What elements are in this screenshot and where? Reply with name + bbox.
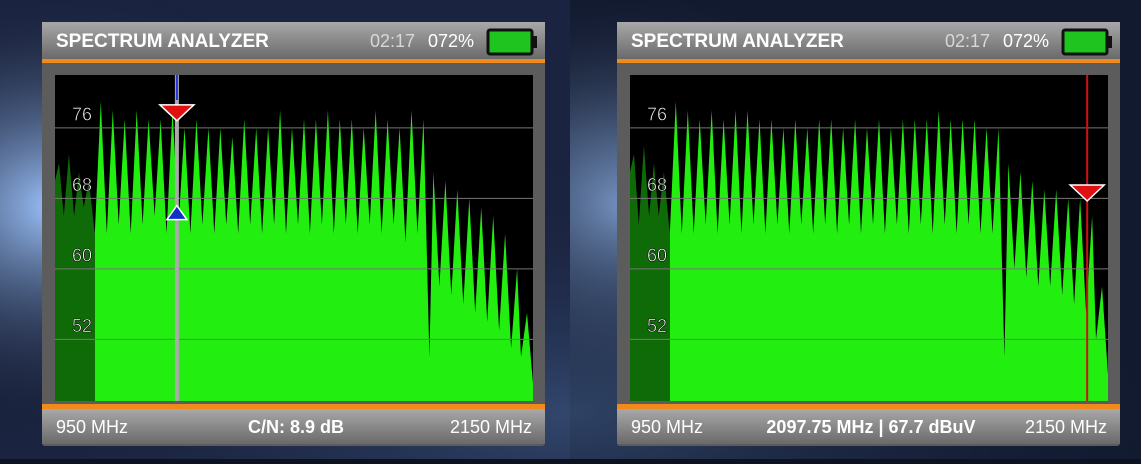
footer-right: 2150 MHz (1025, 417, 1107, 437)
y-tick-label: 68 (647, 175, 667, 195)
footer-rule (42, 404, 545, 409)
footer-right: 2150 MHz (450, 417, 532, 437)
spectrum-screen: SPECTRUM ANALYZER 02:17 072% 76 68 60 52 950 MH… (42, 22, 545, 446)
y-tick-label: 52 (647, 316, 667, 336)
y-tick-label: 60 (72, 246, 92, 266)
y-tick-label: 68 (72, 175, 92, 195)
battery-tip (532, 36, 537, 48)
header-rule (617, 59, 1120, 63)
footer-center: C/N: 8.9 dB (248, 417, 344, 437)
battery-icon (488, 30, 532, 54)
footer-center: 2097.75 MHz | 67.7 dBuV (766, 417, 975, 437)
spectrum-screen: SPECTRUM ANALYZER 02:17 072% 76 68 60 52 950 MH… (617, 22, 1120, 446)
clock: 02:17 (945, 31, 990, 51)
y-tick-label: 76 (72, 105, 92, 125)
footer-left: 950 MHz (631, 417, 703, 437)
y-tick-label: 52 (72, 316, 92, 336)
battery-percent: 072% (428, 31, 474, 51)
battery-tip (1107, 36, 1112, 48)
battery-percent: 072% (1003, 31, 1049, 51)
y-tick-label: 60 (647, 246, 667, 266)
screen-title: SPECTRUM ANALYZER (631, 31, 844, 52)
battery-icon (1063, 30, 1107, 54)
marker-line (175, 75, 179, 401)
screen-title: SPECTRUM ANALYZER (56, 31, 269, 52)
y-tick-label: 76 (647, 105, 667, 125)
header-rule (42, 59, 545, 63)
page: SPECTRUM ANALYZER 02:17 072% 76 68 60 52 950 MH… (0, 0, 1141, 459)
clock: 02:17 (370, 31, 415, 51)
footer-left: 950 MHz (56, 417, 128, 437)
footer-rule (617, 404, 1120, 409)
